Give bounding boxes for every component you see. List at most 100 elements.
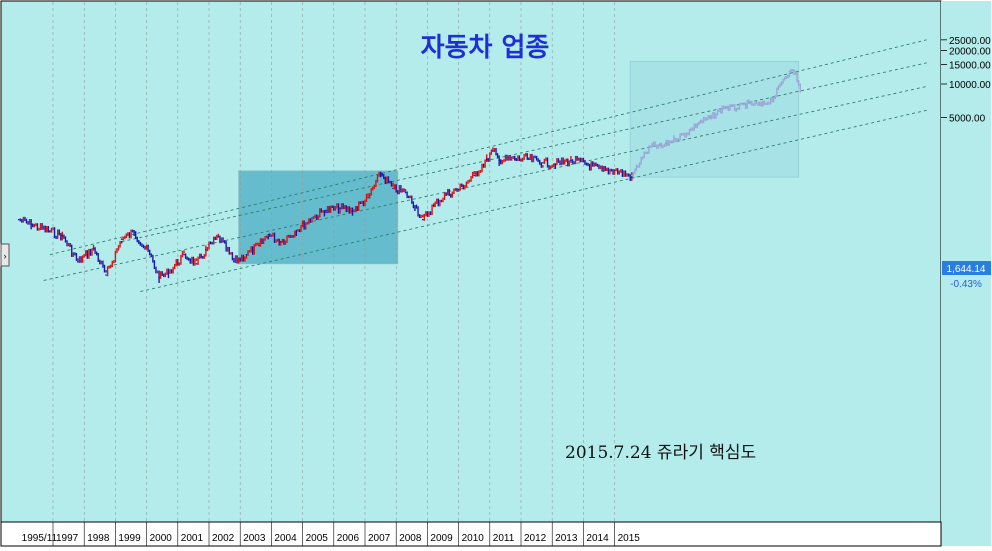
data-point	[414, 204, 416, 207]
y-tick-label: 20000.00	[949, 47, 991, 58]
data-point	[158, 276, 160, 279]
data-point	[554, 163, 557, 165]
data-point	[513, 158, 516, 161]
data-point	[526, 157, 529, 160]
data-point	[613, 169, 616, 171]
data-point	[794, 72, 797, 75]
data-point	[782, 78, 784, 81]
x-tick-label: 2014	[586, 533, 609, 544]
x-tick-label: 2007	[368, 533, 391, 544]
x-tick-label: 2001	[181, 533, 204, 544]
data-point	[492, 150, 494, 152]
y-tick-label: 5000.00	[949, 113, 986, 124]
data-point	[367, 196, 369, 199]
y-tick-label: 15000.00	[949, 60, 991, 71]
x-tick-label: 1998	[87, 533, 110, 544]
data-point	[630, 174, 633, 177]
data-point	[295, 229, 298, 232]
data-point	[723, 106, 725, 108]
data-point	[404, 191, 407, 194]
x-tick-label: 2012	[524, 533, 547, 544]
data-point	[760, 104, 763, 107]
chart-annotation: 2015.7.24 쥬라기 핵심도	[565, 443, 756, 463]
x-tick-label: 2010	[462, 533, 485, 544]
channel-line	[140, 109, 927, 292]
data-point	[432, 204, 435, 207]
chart-title: 자동차 업종	[421, 33, 550, 63]
projection-series	[630, 68, 802, 177]
last-value-badge	[942, 261, 991, 275]
x-tick-label: 2005	[306, 533, 329, 544]
data-point	[279, 240, 282, 243]
data-point	[651, 144, 653, 147]
data-point	[735, 107, 738, 110]
data-point	[421, 218, 424, 221]
data-point	[167, 271, 170, 274]
x-tick-label: 2006	[337, 533, 360, 544]
data-point	[570, 159, 572, 162]
data-point	[30, 223, 32, 226]
x-tick-label: 2002	[212, 533, 235, 544]
data-point	[747, 102, 750, 105]
data-point	[49, 230, 51, 233]
x-tick-label: 2003	[243, 533, 266, 544]
y-tick-label: 10000.00	[949, 80, 991, 91]
change-label: -0.43%	[950, 279, 982, 290]
data-point	[788, 70, 791, 73]
data-point	[685, 132, 688, 135]
data-point	[105, 274, 107, 276]
data-point	[445, 193, 447, 195]
x-tick-label: 2004	[274, 533, 297, 544]
plot-area	[0, 0, 942, 523]
data-point	[195, 262, 198, 265]
data-point	[183, 253, 185, 256]
data-point	[217, 236, 220, 238]
data-point	[710, 116, 713, 119]
data-point	[351, 210, 354, 212]
last-value-label: 1,644.14	[947, 264, 986, 275]
x-tick-label: 1999	[118, 533, 141, 544]
x-tick-label: 1995/11	[22, 533, 58, 544]
data-point	[323, 210, 326, 212]
x-tick-label: 2013	[555, 533, 578, 544]
data-point	[601, 170, 603, 172]
x-tick-label: 2008	[399, 533, 422, 544]
channel-line	[43, 86, 927, 281]
channel-line	[49, 39, 927, 256]
time-axis-panel	[0, 521, 942, 547]
data-point	[585, 163, 588, 165]
data-point	[630, 176, 633, 178]
data-point	[77, 261, 79, 263]
x-tick-label: 2009	[430, 533, 453, 544]
data-point	[473, 174, 476, 177]
x-tick-label: 2015	[618, 533, 641, 544]
data-point	[245, 253, 248, 256]
data-point	[17, 218, 20, 221]
data-point	[120, 238, 123, 240]
data-point	[457, 188, 460, 191]
data-point	[799, 91, 802, 93]
data-point	[641, 156, 644, 158]
x-tick-label: 1997	[56, 533, 79, 544]
data-point	[267, 233, 270, 236]
scroll-toggle-button[interactable]	[0, 243, 10, 267]
chevron-right-icon: ›	[4, 251, 7, 261]
data-point	[673, 138, 675, 140]
x-tick-label: 2000	[150, 533, 173, 544]
data-point	[485, 158, 488, 161]
price-series	[17, 147, 633, 283]
data-point	[92, 247, 95, 250]
data-point	[61, 234, 64, 237]
data-point	[311, 217, 313, 219]
x-tick-label: 2011	[493, 533, 515, 544]
data-point	[698, 121, 700, 124]
data-point	[133, 231, 135, 234]
data-point	[205, 249, 207, 251]
y-tick-label: 25000.00	[949, 36, 991, 47]
data-point	[258, 244, 260, 247]
data-point	[498, 159, 500, 162]
data-point	[392, 187, 394, 190]
data-point	[148, 253, 151, 256]
